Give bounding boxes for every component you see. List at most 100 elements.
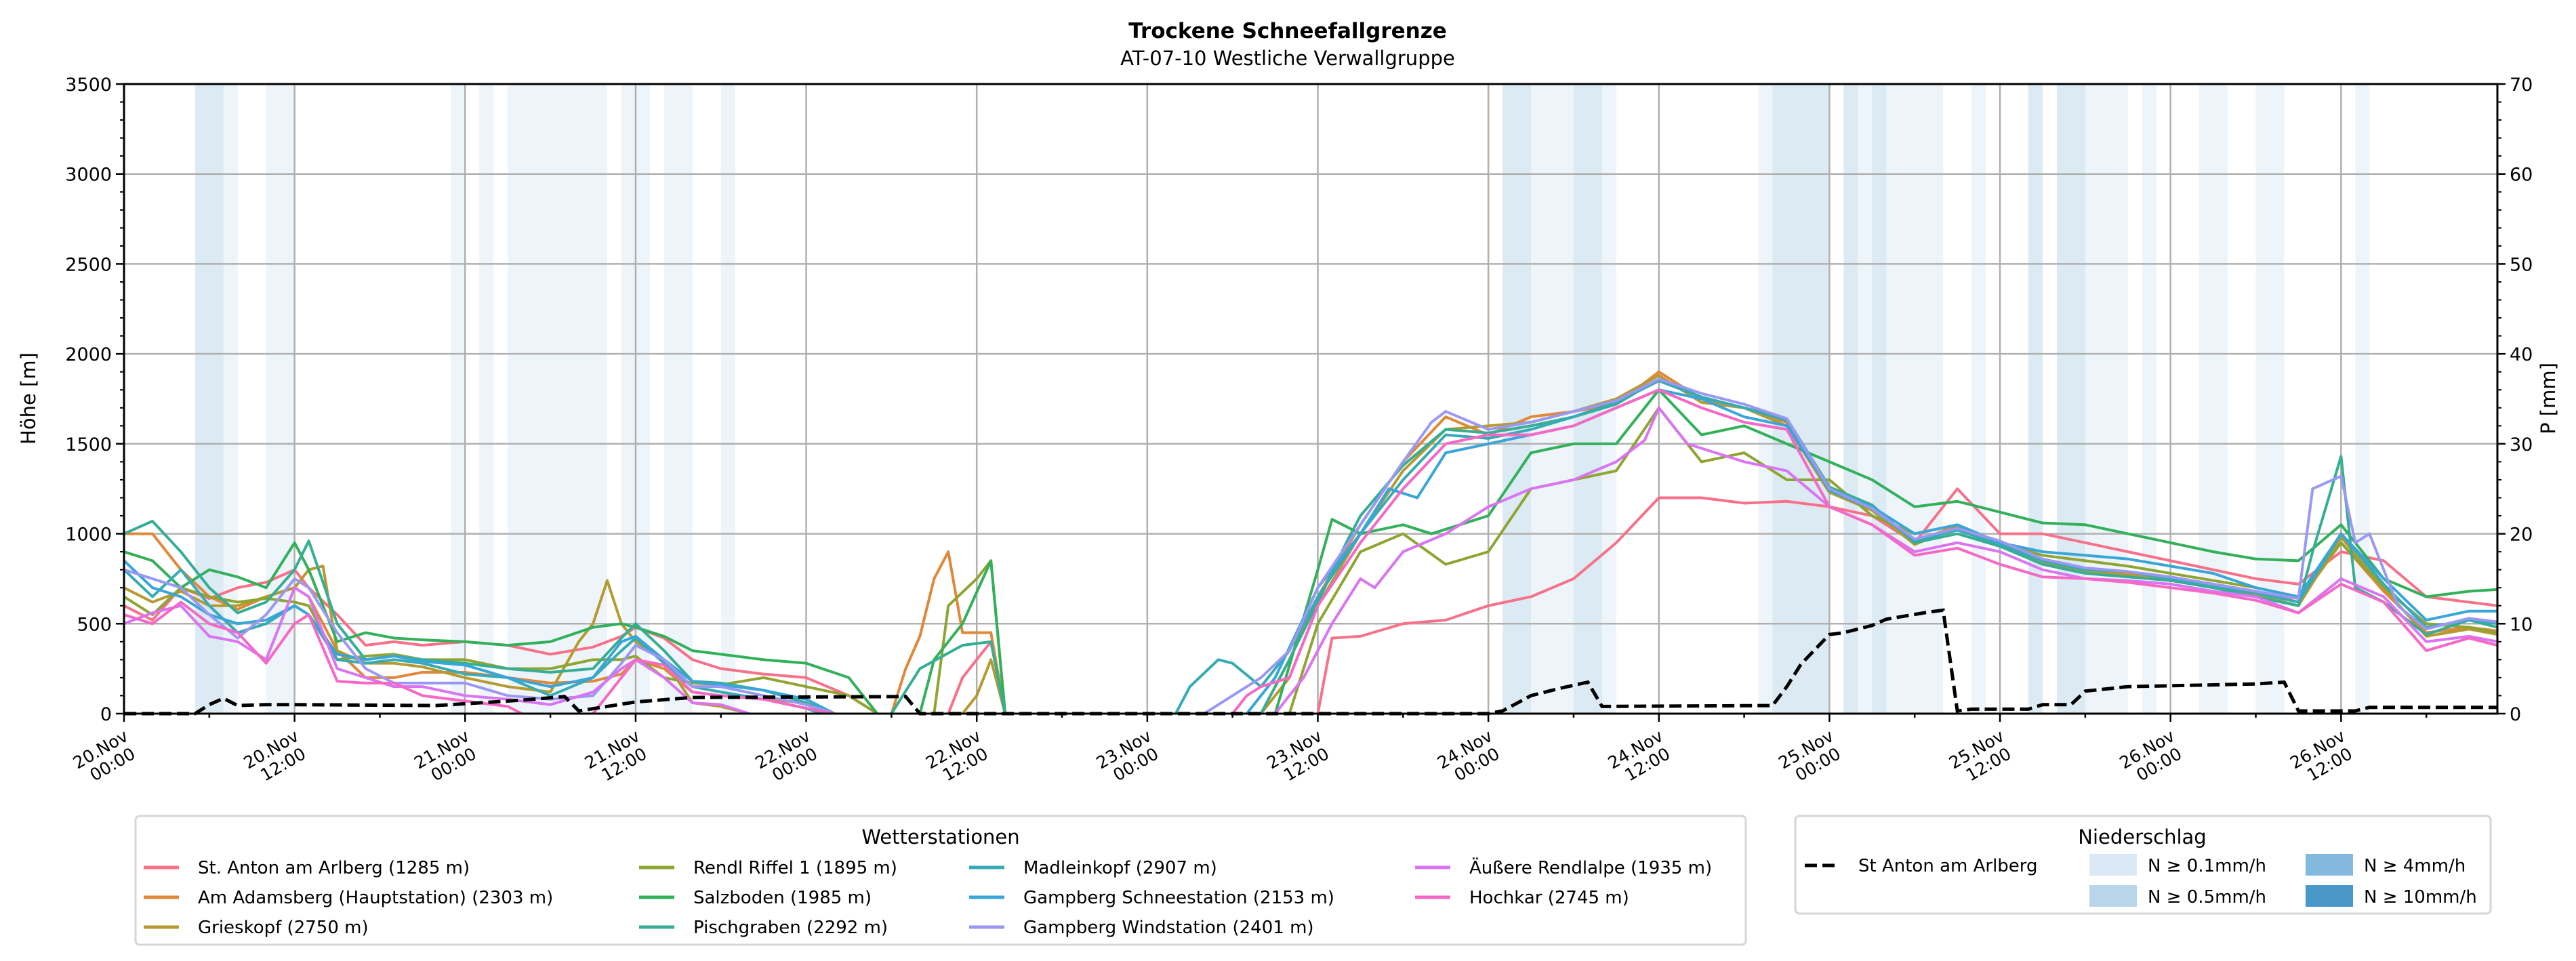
series-line	[124, 565, 750, 714]
y-tick-label: 3000	[65, 165, 112, 186]
series-line	[890, 550, 1007, 714]
y-tick-label: 500	[77, 614, 112, 635]
series-line	[918, 559, 1007, 714]
legend-precip: Niederschlag St Anton am Arlberg N ≥ 0.1…	[1794, 815, 2492, 915]
y2-tick-label: 60	[2510, 165, 2533, 186]
legend-label: Grieskopf (2750 m)	[198, 918, 369, 938]
precip-band	[2028, 84, 2043, 714]
precip-band	[1772, 84, 1830, 714]
series-line	[1203, 377, 2497, 714]
legend-precip-title: Niederschlag	[2078, 825, 2206, 848]
y-tick-label: 1500	[65, 434, 112, 455]
y-axis-label: Höhe [m]	[17, 352, 40, 445]
series-line	[1273, 388, 2497, 714]
precip-band	[1843, 84, 1858, 714]
legend-label: Äußere Rendlalpe (1935 m)	[1469, 857, 1712, 878]
y2-tick-label: 20	[2510, 525, 2533, 546]
y2-tick-label: 50	[2510, 254, 2533, 275]
precip-band	[1573, 84, 1602, 714]
precip-band	[2085, 84, 2128, 714]
legend-stations-title: Wetterstationen	[861, 825, 1019, 848]
y-tick-label: 0	[100, 704, 112, 725]
legend-level-swatch	[2089, 854, 2137, 876]
legend-label: Salzboden (1985 m)	[693, 888, 872, 908]
precip-band	[1758, 84, 1773, 714]
legend-level-swatch	[2306, 854, 2353, 876]
precip-band	[223, 84, 238, 714]
station-lines	[124, 370, 2497, 714]
y2-tick-label: 30	[2510, 434, 2533, 455]
y2-tick-label: 0	[2510, 704, 2521, 725]
series-line	[961, 658, 1007, 714]
legend-level-label: N ≥ 4mm/h	[2364, 856, 2466, 876]
legend-label: Madleinkopf (2907 m)	[1023, 858, 1217, 878]
legend-precip-line-label: St Anton am Arlberg	[1858, 856, 2038, 876]
precip-band	[1872, 84, 1887, 714]
precip-band	[1886, 84, 1944, 714]
precip-band	[479, 84, 494, 714]
precip-band	[1531, 84, 1574, 714]
series-line	[124, 586, 750, 714]
series-line	[124, 600, 523, 714]
chart-title: Trockene Schneefallgrenze	[1128, 19, 1447, 43]
legend-level-swatch	[2306, 885, 2353, 907]
y-tick-label: 2500	[65, 254, 112, 275]
legend-level-label: N ≥ 10mm/h	[2364, 887, 2477, 907]
series-line	[124, 541, 878, 714]
legend-label: Pischgraben (2292 m)	[693, 918, 888, 938]
series-line	[933, 559, 1007, 714]
precip-band	[1601, 84, 1616, 714]
plot-frame	[123, 83, 2499, 715]
precip-band	[2056, 84, 2085, 714]
legend-level-swatch	[2089, 885, 2137, 907]
precip-band	[720, 84, 735, 714]
series-line	[592, 658, 835, 714]
precip-band	[2355, 84, 2370, 714]
series-line	[124, 568, 836, 714]
legend-label: Gampberg Schneestation (2153 m)	[1023, 888, 1334, 908]
y-tick-label: 3500	[65, 75, 112, 96]
legend-label: St. Anton am Arlberg (1285 m)	[198, 858, 470, 878]
precipitation-line	[124, 608, 2497, 716]
precip-band	[1858, 84, 1873, 714]
precip-band	[508, 84, 607, 714]
precip-cumulative-line	[124, 608, 2497, 716]
precip-band	[451, 84, 466, 714]
series-line	[1231, 388, 2497, 714]
y2-tick-label: 40	[2510, 344, 2533, 365]
series-line	[124, 559, 836, 714]
legend-label: Gampberg Windstation (2401 m)	[1023, 918, 1314, 938]
precipitation-bands	[195, 84, 2370, 714]
precip-band	[663, 84, 693, 714]
y-tick-label: 2000	[65, 344, 112, 365]
y-tick-label: 1000	[65, 525, 112, 546]
legend-level-label: N ≥ 0.5mm/h	[2148, 887, 2266, 907]
legend-label: Hochkar (2745 m)	[1469, 888, 1629, 908]
chart-subtitle: AT-07-10 Westliche Verwallgruppe	[1120, 47, 1455, 70]
legend-level-label: N ≥ 0.1mm/h	[2148, 856, 2266, 876]
y2-tick-label: 70	[2510, 75, 2533, 96]
legend-stations-frame	[134, 815, 1747, 946]
precip-band	[1971, 84, 1986, 714]
precip-band	[2199, 84, 2228, 714]
legend-stations: Wetterstationen St. Anton am Arlberg (12…	[134, 815, 1747, 946]
legend-label: Rendl Riffel 1 (1895 m)	[693, 858, 897, 878]
precip-band	[2255, 84, 2285, 714]
series-line	[890, 640, 1007, 714]
y2-axis-label: P [mm]	[2537, 363, 2560, 434]
